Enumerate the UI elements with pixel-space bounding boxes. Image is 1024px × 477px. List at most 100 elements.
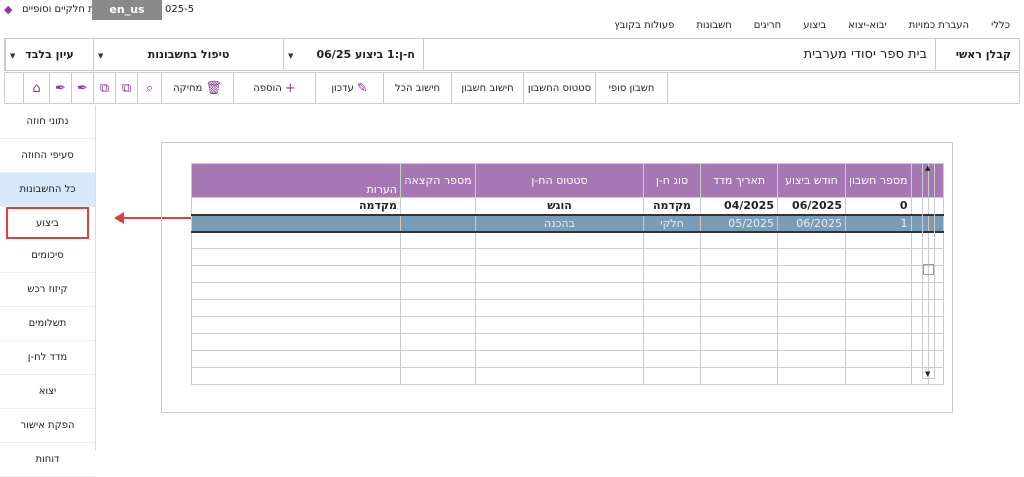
account-status-button[interactable]: סטטוס החשבון — [523, 73, 595, 103]
cell-index-date[interactable] — [700, 350, 778, 368]
cell-month[interactable] — [777, 231, 846, 249]
col-type[interactable]: סוג ח-ן — [643, 163, 701, 198]
pen2-button[interactable]: ✒ — [49, 73, 71, 103]
cell-notes[interactable]: מקדמה — [191, 197, 401, 216]
cell-allocation[interactable] — [400, 214, 476, 233]
cell-month[interactable] — [777, 350, 846, 368]
menu-execution[interactable]: ביצוע — [803, 20, 827, 31]
language-badge[interactable]: en_us — [92, 0, 162, 20]
col-notes[interactable]: הערות — [191, 163, 401, 198]
menu-file[interactable]: פעולות בקובץ — [614, 20, 675, 31]
cell-number[interactable] — [845, 265, 912, 283]
pen-button[interactable]: ✒ — [71, 73, 93, 103]
table-row[interactable] — [191, 299, 944, 317]
add-button[interactable]: + הוספה — [233, 73, 315, 103]
cell-month[interactable]: 06/2025 — [777, 214, 846, 233]
cell-type[interactable] — [643, 265, 701, 283]
cell-allocation[interactable] — [400, 350, 476, 368]
sidebar-item-approval[interactable]: הפקת אישור — [0, 409, 95, 443]
sidebar-item-payments[interactable]: תשלומים — [0, 307, 95, 341]
scroll-thumb[interactable] — [923, 264, 934, 275]
cell-type[interactable] — [643, 316, 701, 334]
cell-notes[interactable] — [191, 316, 401, 334]
cell-month[interactable] — [777, 282, 846, 300]
menu-general[interactable]: כללי — [991, 20, 1010, 31]
calc-account-button[interactable]: חישוב חשבון — [451, 73, 523, 103]
cell-number[interactable]: 0 — [845, 197, 912, 216]
cell-status[interactable] — [475, 299, 644, 317]
table-row[interactable] — [191, 367, 944, 385]
table-row[interactable] — [191, 333, 944, 351]
cell-number[interactable] — [845, 282, 912, 300]
cell-index-date[interactable] — [700, 282, 778, 300]
final-account-button[interactable]: חשבון סופי — [595, 73, 667, 103]
scroll-up-icon[interactable]: ▲ — [925, 164, 931, 172]
cell-number[interactable] — [845, 248, 912, 266]
view-select[interactable]: עיון בלבד ▼ — [5, 39, 93, 70]
cell-notes[interactable] — [191, 214, 401, 233]
account-select[interactable]: ח-ן:1 ביצוע 06/25 ▼ — [283, 39, 423, 70]
cell-month[interactable] — [777, 316, 846, 334]
cell-status[interactable] — [475, 265, 644, 283]
cell-month[interactable] — [777, 299, 846, 317]
search-button[interactable]: ⌕ — [137, 73, 161, 103]
menu-transfer[interactable]: העברת כמויות — [908, 20, 970, 31]
col-status[interactable]: סטטוס הח-ן — [475, 163, 644, 198]
sidebar-item-index[interactable]: מדד לח-ן — [0, 341, 95, 375]
cell-index-date[interactable] — [700, 231, 778, 249]
cell-number[interactable]: 1 — [845, 214, 912, 233]
paste-button[interactable]: ⧉ — [93, 73, 115, 103]
cell-status[interactable] — [475, 316, 644, 334]
cell-index-date[interactable] — [700, 248, 778, 266]
cell-status[interactable]: בהכנה — [475, 214, 644, 233]
cell-number[interactable] — [845, 367, 912, 385]
cell-status[interactable] — [475, 333, 644, 351]
cell-allocation[interactable] — [400, 231, 476, 249]
scroll-down-icon[interactable]: ▼ — [925, 370, 931, 378]
cell-allocation[interactable] — [400, 316, 476, 334]
cell-allocation[interactable] — [400, 299, 476, 317]
cell-month[interactable] — [777, 367, 846, 385]
cell-number[interactable] — [845, 299, 912, 317]
cell-type[interactable] — [643, 282, 701, 300]
table-row[interactable] — [191, 316, 944, 334]
update-button[interactable]: ✎ עדכון — [315, 73, 383, 103]
cell-status[interactable] — [475, 350, 644, 368]
cell-type[interactable]: מקדמה — [643, 197, 701, 216]
table-row[interactable] — [191, 248, 944, 266]
cell-notes[interactable] — [191, 282, 401, 300]
cell-allocation[interactable] — [400, 367, 476, 385]
cell-index-date[interactable] — [700, 333, 778, 351]
col-month[interactable]: חודש ביצוע — [777, 163, 846, 198]
cell-type[interactable]: חלקי — [643, 214, 701, 233]
cell-allocation[interactable] — [400, 265, 476, 283]
cell-allocation[interactable] — [400, 248, 476, 266]
col-number[interactable]: מספר חשבון — [845, 163, 912, 198]
cell-notes[interactable] — [191, 350, 401, 368]
cell-month[interactable] — [777, 265, 846, 283]
cell-month[interactable] — [777, 333, 846, 351]
cell-status[interactable] — [475, 248, 644, 266]
cell-allocation[interactable] — [400, 197, 476, 216]
cell-number[interactable] — [845, 316, 912, 334]
cell-index-date[interactable]: 04/2025 — [700, 197, 778, 216]
cell-type[interactable] — [643, 231, 701, 249]
cell-index-date[interactable] — [700, 367, 778, 385]
cell-type[interactable] — [643, 367, 701, 385]
cell-status[interactable] — [475, 367, 644, 385]
cell-status[interactable]: הוגש — [475, 197, 644, 216]
table-row[interactable] — [191, 282, 944, 300]
sidebar-item-execution[interactable]: ביצוע — [6, 207, 89, 239]
menu-import-export[interactable]: יבוא-יצוא — [848, 20, 887, 31]
col-index-date[interactable]: תאריך מדד — [700, 163, 778, 198]
cell-type[interactable] — [643, 248, 701, 266]
sidebar-item-contract-items[interactable]: סעיפי החוזה — [0, 139, 95, 173]
table-row[interactable] — [191, 265, 944, 283]
cell-month[interactable] — [777, 248, 846, 266]
mode-select[interactable]: טיפול בחשבונות ▼ — [93, 39, 283, 70]
cell-number[interactable] — [845, 231, 912, 249]
calc-all-button[interactable]: חישוב הכל — [383, 73, 451, 103]
col-allocation[interactable]: מספר הקצאה — [400, 163, 476, 198]
cell-index-date[interactable] — [700, 316, 778, 334]
cell-index-date[interactable] — [700, 299, 778, 317]
